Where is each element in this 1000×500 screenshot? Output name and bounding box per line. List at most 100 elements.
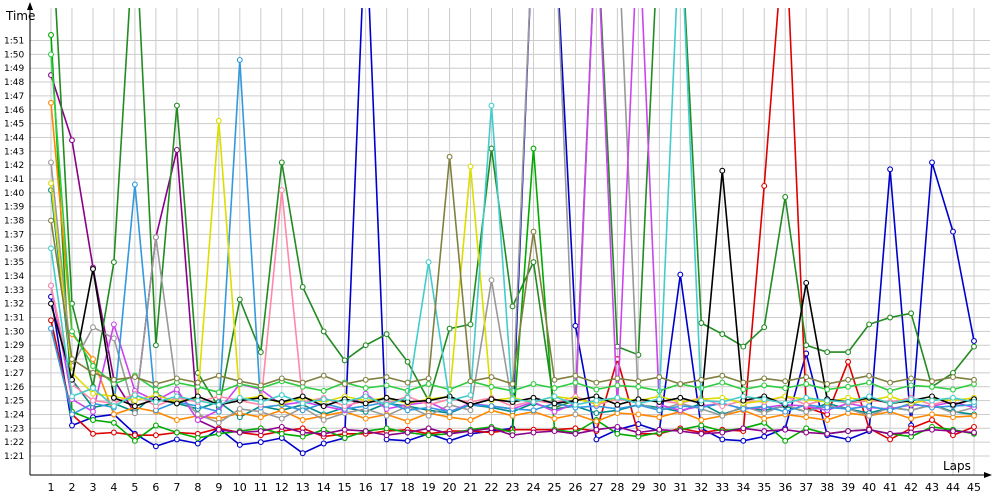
data-point: [845, 436, 852, 443]
data-point: [446, 414, 453, 421]
data-point: [404, 418, 411, 425]
x-tick-label: 13: [296, 481, 310, 494]
data-point: [719, 412, 726, 419]
data-point: [173, 102, 180, 109]
data-point: [593, 386, 600, 393]
data-point: [194, 417, 201, 423]
data-point: [215, 426, 222, 433]
data-point: [90, 369, 96, 376]
data-point: [446, 437, 453, 444]
data-point: [677, 271, 684, 278]
data-point: [467, 417, 474, 423]
data-point: [740, 386, 747, 393]
data-point: [887, 407, 894, 414]
data-point: [971, 399, 977, 405]
data-point: [845, 376, 852, 383]
data-point: [48, 325, 54, 332]
data-point: [48, 99, 54, 106]
data-point: [593, 379, 600, 386]
data-point: [677, 428, 684, 435]
x-tick-label: 17: [380, 481, 394, 494]
data-point: [69, 393, 75, 400]
series: [48, 8, 977, 457]
x-tick-label: 21: [464, 481, 478, 494]
data-point: [887, 393, 894, 400]
y-axis-arrow-icon: [27, 2, 33, 10]
data-point: [488, 425, 495, 432]
x-tick-label: 31: [673, 481, 687, 494]
data-point: [488, 403, 495, 410]
data-point: [383, 412, 390, 419]
x-tick-label: 30: [652, 481, 666, 494]
data-point: [761, 396, 768, 403]
data-point: [383, 374, 390, 381]
data-point: [299, 450, 306, 457]
data-point: [803, 342, 810, 349]
data-point: [404, 437, 411, 444]
data-point: [950, 228, 956, 235]
data-point: [656, 407, 663, 414]
data-point: [278, 187, 285, 194]
data-point: [215, 408, 222, 415]
x-tick-label: 23: [506, 481, 520, 494]
data-point: [572, 372, 579, 379]
data-point: [69, 328, 75, 335]
data-point: [299, 393, 306, 400]
data-point: [488, 396, 495, 403]
data-point: [866, 426, 873, 433]
data-point: [803, 401, 810, 408]
data-point: [971, 343, 977, 350]
x-tick-label: 37: [799, 481, 813, 494]
data-point: [299, 417, 306, 423]
x-tick-label: 26: [568, 481, 582, 494]
data-point: [929, 378, 935, 385]
data-point: [908, 415, 915, 422]
data-point: [572, 379, 579, 386]
data-point: [194, 435, 201, 441]
data-point: [761, 182, 768, 189]
data-point: [530, 399, 537, 405]
data-point: [509, 303, 516, 310]
data-point: [278, 159, 285, 166]
data-point: [761, 324, 768, 331]
x-tick-label: 14: [317, 481, 331, 494]
y-tick-label: 1:38: [4, 217, 24, 227]
data-point: [845, 383, 852, 390]
y-tick-label: 1:36: [4, 244, 24, 254]
data-point: [509, 381, 516, 387]
data-point: [404, 407, 411, 414]
data-point: [362, 342, 369, 349]
data-point: [761, 382, 768, 389]
data-point: [782, 408, 789, 415]
data-point: [404, 429, 411, 436]
data-point: [740, 379, 747, 386]
data-point: [131, 437, 138, 444]
data-point: [530, 228, 537, 235]
data-point: [530, 381, 537, 387]
data-point: [425, 425, 432, 432]
x-axis-title: Laps: [943, 459, 971, 473]
y-tick-label: 1:43: [4, 147, 24, 157]
data-point: [740, 425, 747, 432]
data-point: [761, 433, 768, 440]
data-point: [761, 428, 768, 435]
data-point: [215, 419, 222, 426]
data-point: [866, 379, 873, 386]
x-tick-label: 40: [862, 481, 876, 494]
data-point: [383, 382, 390, 389]
data-point: [929, 426, 935, 433]
data-point: [572, 430, 579, 437]
data-point: [48, 217, 54, 224]
data-point: [299, 379, 306, 386]
data-point: [971, 423, 977, 430]
data-point: [215, 117, 222, 124]
data-point: [782, 194, 789, 200]
data-point: [446, 325, 453, 332]
data-point: [48, 159, 54, 166]
data-point: [551, 376, 558, 383]
data-point: [341, 426, 348, 433]
y-tick-label: 1:50: [4, 50, 24, 60]
y-tick-label: 1:22: [4, 438, 24, 448]
data-point: [950, 374, 956, 381]
data-point: [887, 436, 894, 443]
